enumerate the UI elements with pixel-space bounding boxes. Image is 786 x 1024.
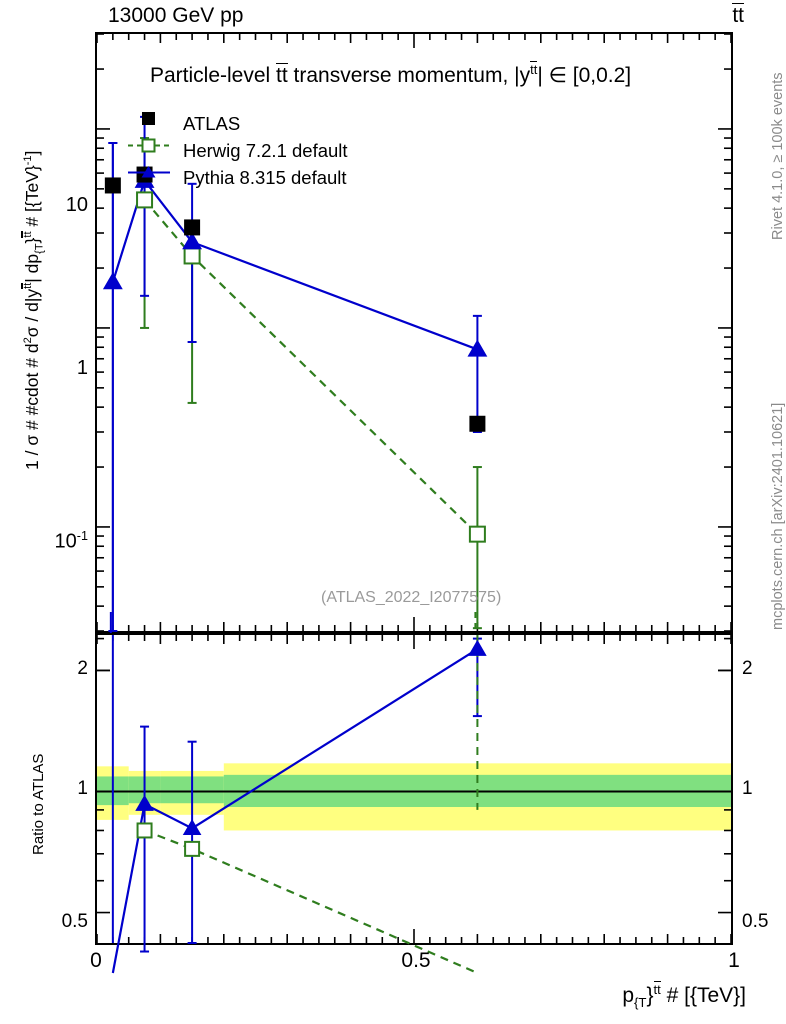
legend-label-herwig: Herwig 7.2.1 default: [183, 140, 348, 161]
legend-label-atlas: ATLAS: [183, 113, 241, 134]
title-middle: transverse momentum, |y: [287, 64, 531, 87]
legend-marker-herwig: [141, 138, 156, 153]
ylabel-mid: σ / d|y: [22, 288, 42, 338]
ratio-y-tick-0p5-right: 0.5: [742, 911, 769, 932]
ylabel-mid2: | dp: [22, 253, 42, 283]
process-label: tt: [732, 2, 744, 28]
ylabel-sup-tt: tt: [22, 282, 35, 289]
overline-bar: [732, 2, 744, 4]
main-plot-graphics: [96, 33, 732, 632]
ratio-y-tick-1-left: 1: [77, 778, 88, 799]
xlabel-brace: }: [646, 984, 654, 1007]
rivet-version-note: Rivet 4.1.0, ≥ 100k events: [770, 72, 786, 240]
x-tick-1: 1: [728, 949, 740, 972]
ratio-y-axis-label: Ratio to ATLAS: [30, 753, 47, 855]
ylabel-sup-tt2: tt: [22, 231, 35, 238]
analysis-id-watermark: (ATLAS_2022_I2077575): [321, 589, 502, 606]
title-sup-tt: tt: [530, 62, 538, 77]
ylabel-sub-T: {T: [33, 243, 46, 254]
ylabel-sup-2: 2: [22, 337, 35, 344]
y-tick-1: 1: [76, 357, 88, 379]
ratio-y-tick-1-right: 1: [742, 778, 753, 799]
ylabel-sup-inv: -1: [22, 155, 35, 166]
main-plot-panel: [95, 32, 733, 633]
xlabel-tail: # [{TeV}]: [660, 984, 746, 1007]
y-tick-0p1: 10-1: [16, 530, 88, 552]
y-tick-0p1-exp: -1: [76, 529, 88, 543]
ratio-y-tick-2-right: 2: [742, 658, 753, 679]
title-prefix: Particle-level: [150, 64, 277, 87]
overline-bar: [21, 231, 23, 238]
process-text: tt: [732, 4, 744, 27]
ratio-y-tick-2-left: 2: [77, 658, 88, 679]
xlabel-p: p: [622, 984, 635, 1007]
x-tick-0p5: 0.5: [401, 949, 431, 972]
overline-bar: [21, 282, 23, 289]
overline-bar: [530, 61, 538, 63]
x-axis-label: p{T} tt # [{TeV}]: [622, 981, 746, 1011]
y-tick-10: 10: [65, 194, 88, 216]
legend-marker-pythia: [141, 166, 156, 178]
title-suffix: | ∈ [0,0.2]: [537, 64, 632, 87]
xlabel-sup-tt: tt: [653, 982, 661, 997]
ratio-plot-graphics: [96, 635, 732, 975]
beam-energy-label: 13000 GeV pp: [108, 4, 244, 27]
overline-bar: [653, 981, 661, 983]
mcplots-source-note: mcplots.cern.ch [arXiv:2401.10621]: [770, 402, 786, 630]
plot-title: Particle-level tt transverse momentum, |…: [150, 61, 632, 88]
legend-label-pythia: Pythia 8.315 default: [183, 167, 347, 188]
x-tick-0: 0: [90, 949, 102, 972]
ratio-y-tick-0p5-left: 0.5: [61, 911, 88, 932]
overline-bar: [276, 62, 288, 64]
title-tt: tt: [276, 64, 288, 87]
ylabel-brace: }: [22, 237, 42, 244]
y-tick-0p1-mantissa: 10: [54, 530, 77, 553]
legend-marker-atlas: [142, 112, 155, 125]
legend-markers: [128, 112, 170, 178]
ylabel-tail: ]: [22, 150, 42, 156]
xlabel-sub-T: {T: [634, 995, 647, 1011]
ratio-plot-panel: [95, 633, 733, 975]
